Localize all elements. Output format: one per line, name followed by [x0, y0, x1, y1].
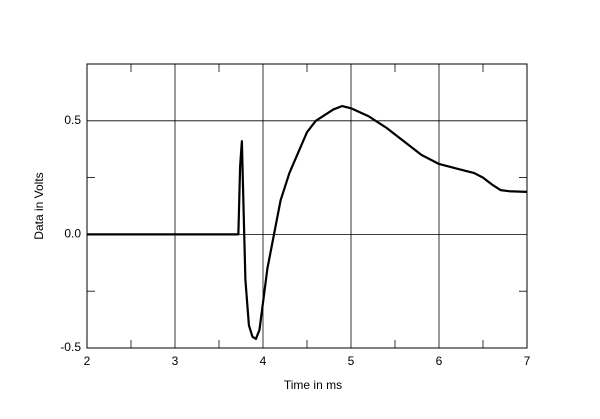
y-tick-label: 0.5 [64, 113, 81, 127]
x-tick-label: 5 [348, 354, 355, 368]
y-tick-label: 0.0 [64, 227, 81, 241]
y-axis-label: Data in Volts [32, 172, 46, 239]
y-tick-label: -0.5 [60, 340, 81, 354]
x-tick-label: 7 [524, 354, 531, 368]
x-tick-label: 3 [172, 354, 179, 368]
data-line [87, 104, 528, 341]
x-tick-label: 6 [436, 354, 443, 368]
x-tick-label: 4 [260, 354, 267, 368]
plot-frame [86, 63, 528, 349]
x-tick-label: 2 [84, 354, 91, 368]
x-axis-label: Time in ms [284, 378, 342, 392]
